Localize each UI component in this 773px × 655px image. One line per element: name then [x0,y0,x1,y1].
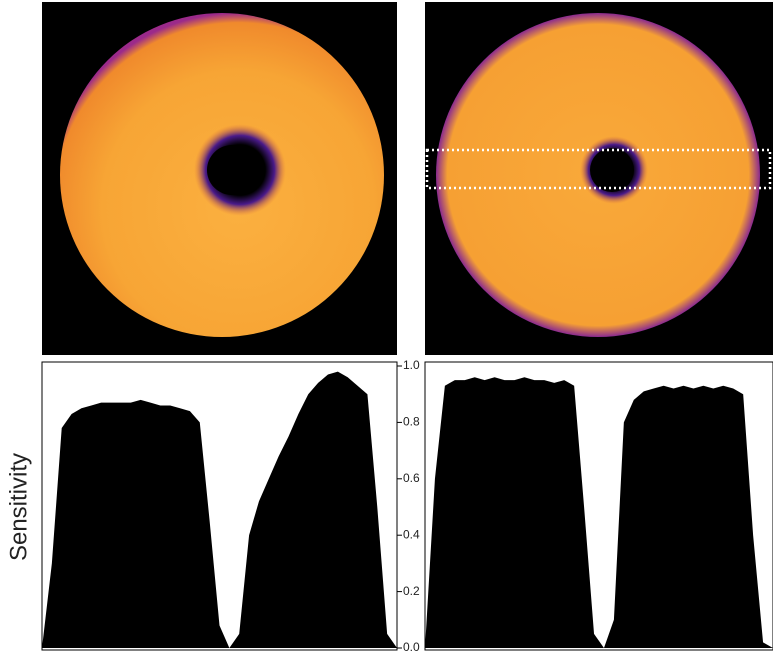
y-tick-label: 1.0 [403,358,420,372]
y-tick-label: 0.2 [403,584,420,598]
y-tick-label: 0.0 [403,640,420,654]
area [42,371,397,648]
plot-frame [41,361,398,651]
image-right [425,2,773,355]
y-tick-label: 0.8 [403,415,420,429]
y-tick-label: 0.4 [403,527,420,541]
area [425,377,773,648]
y-tick-label: 0.6 [403,471,420,485]
y-axis-label: Sensitivity [5,453,32,561]
plot-frame [424,361,773,651]
image-left [42,2,397,355]
